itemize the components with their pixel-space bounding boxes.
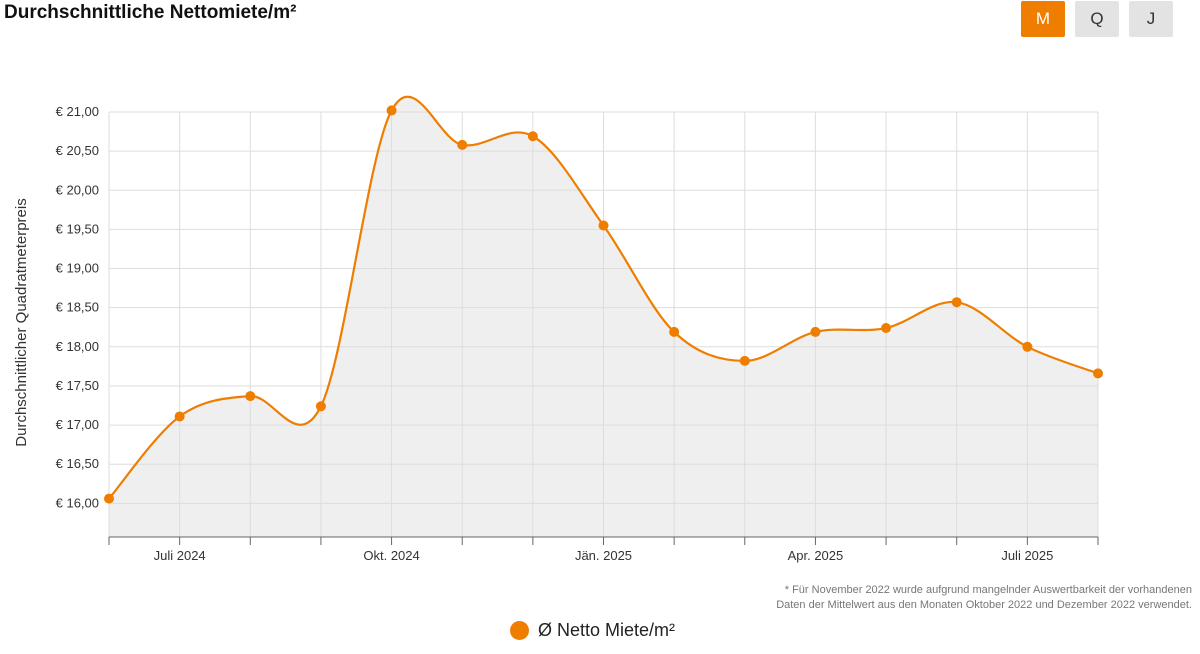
y-tick-label: € 20,50 xyxy=(56,143,99,158)
y-tick-label: € 18,00 xyxy=(56,339,99,354)
data-point[interactable] xyxy=(669,326,680,337)
data-point[interactable] xyxy=(1022,341,1033,352)
footnote-line-2: Daten der Mittelwert aus den Monaten Okt… xyxy=(776,599,1192,611)
y-tick-label: € 17,50 xyxy=(56,378,99,393)
x-tick-label: Okt. 2024 xyxy=(363,548,419,563)
y-tick-label: € 16,50 xyxy=(56,456,99,471)
y-tick-label: € 20,00 xyxy=(56,182,99,197)
data-point[interactable] xyxy=(457,139,468,150)
data-point[interactable] xyxy=(315,401,326,412)
x-tick-label: Juli 2025 xyxy=(1001,548,1053,563)
footnote-line-1: * Für November 2022 wurde aufgrund mange… xyxy=(784,584,1192,596)
data-point[interactable] xyxy=(386,105,397,116)
data-point[interactable] xyxy=(1093,368,1103,379)
legend-label: Ø Netto Miete/m² xyxy=(538,620,676,640)
y-tick-label: € 17,00 xyxy=(56,417,99,432)
data-point[interactable] xyxy=(739,355,750,366)
y-tick-label: € 18,50 xyxy=(56,300,99,315)
y-tick-label: € 19,50 xyxy=(56,221,99,236)
period-toggle: M Q J xyxy=(1021,1,1173,37)
y-tick-label: € 16,00 xyxy=(56,495,99,510)
data-point[interactable] xyxy=(881,323,892,334)
footnote: * Für November 2022 wurde aufgrund mange… xyxy=(776,583,1192,613)
y-tick-label: € 19,00 xyxy=(56,261,99,276)
data-point[interactable] xyxy=(174,411,185,422)
data-point[interactable] xyxy=(527,131,538,142)
period-button-quarterly[interactable]: Q xyxy=(1075,1,1119,37)
rent-line-chart: € 16,00 € 16,50 € 17,00 € 17,50 € 18,00 € 18,… xyxy=(13,95,1103,563)
data-point[interactable] xyxy=(104,493,114,504)
data-point[interactable] xyxy=(245,391,256,402)
page-title: Durchschnittliche Nettomiete/m² xyxy=(4,2,297,23)
legend-marker-icon xyxy=(510,621,529,640)
y-axis-label: Durchschnittlicher Quadratmeterpreis xyxy=(13,198,30,446)
x-tick-label: Jän. 2025 xyxy=(575,548,632,563)
series-line xyxy=(108,95,1099,500)
x-tick-label: Apr. 2025 xyxy=(788,548,844,563)
chart-legend[interactable]: Ø Netto Miete/m² xyxy=(510,620,675,641)
data-point[interactable] xyxy=(810,326,821,337)
data-point[interactable] xyxy=(951,297,962,308)
y-tick-label: € 21,00 xyxy=(56,104,99,119)
period-button-monthly[interactable]: M xyxy=(1021,1,1065,37)
period-button-yearly[interactable]: J xyxy=(1129,1,1173,37)
x-tick-label: Juli 2024 xyxy=(154,548,206,563)
data-point[interactable] xyxy=(598,220,609,231)
